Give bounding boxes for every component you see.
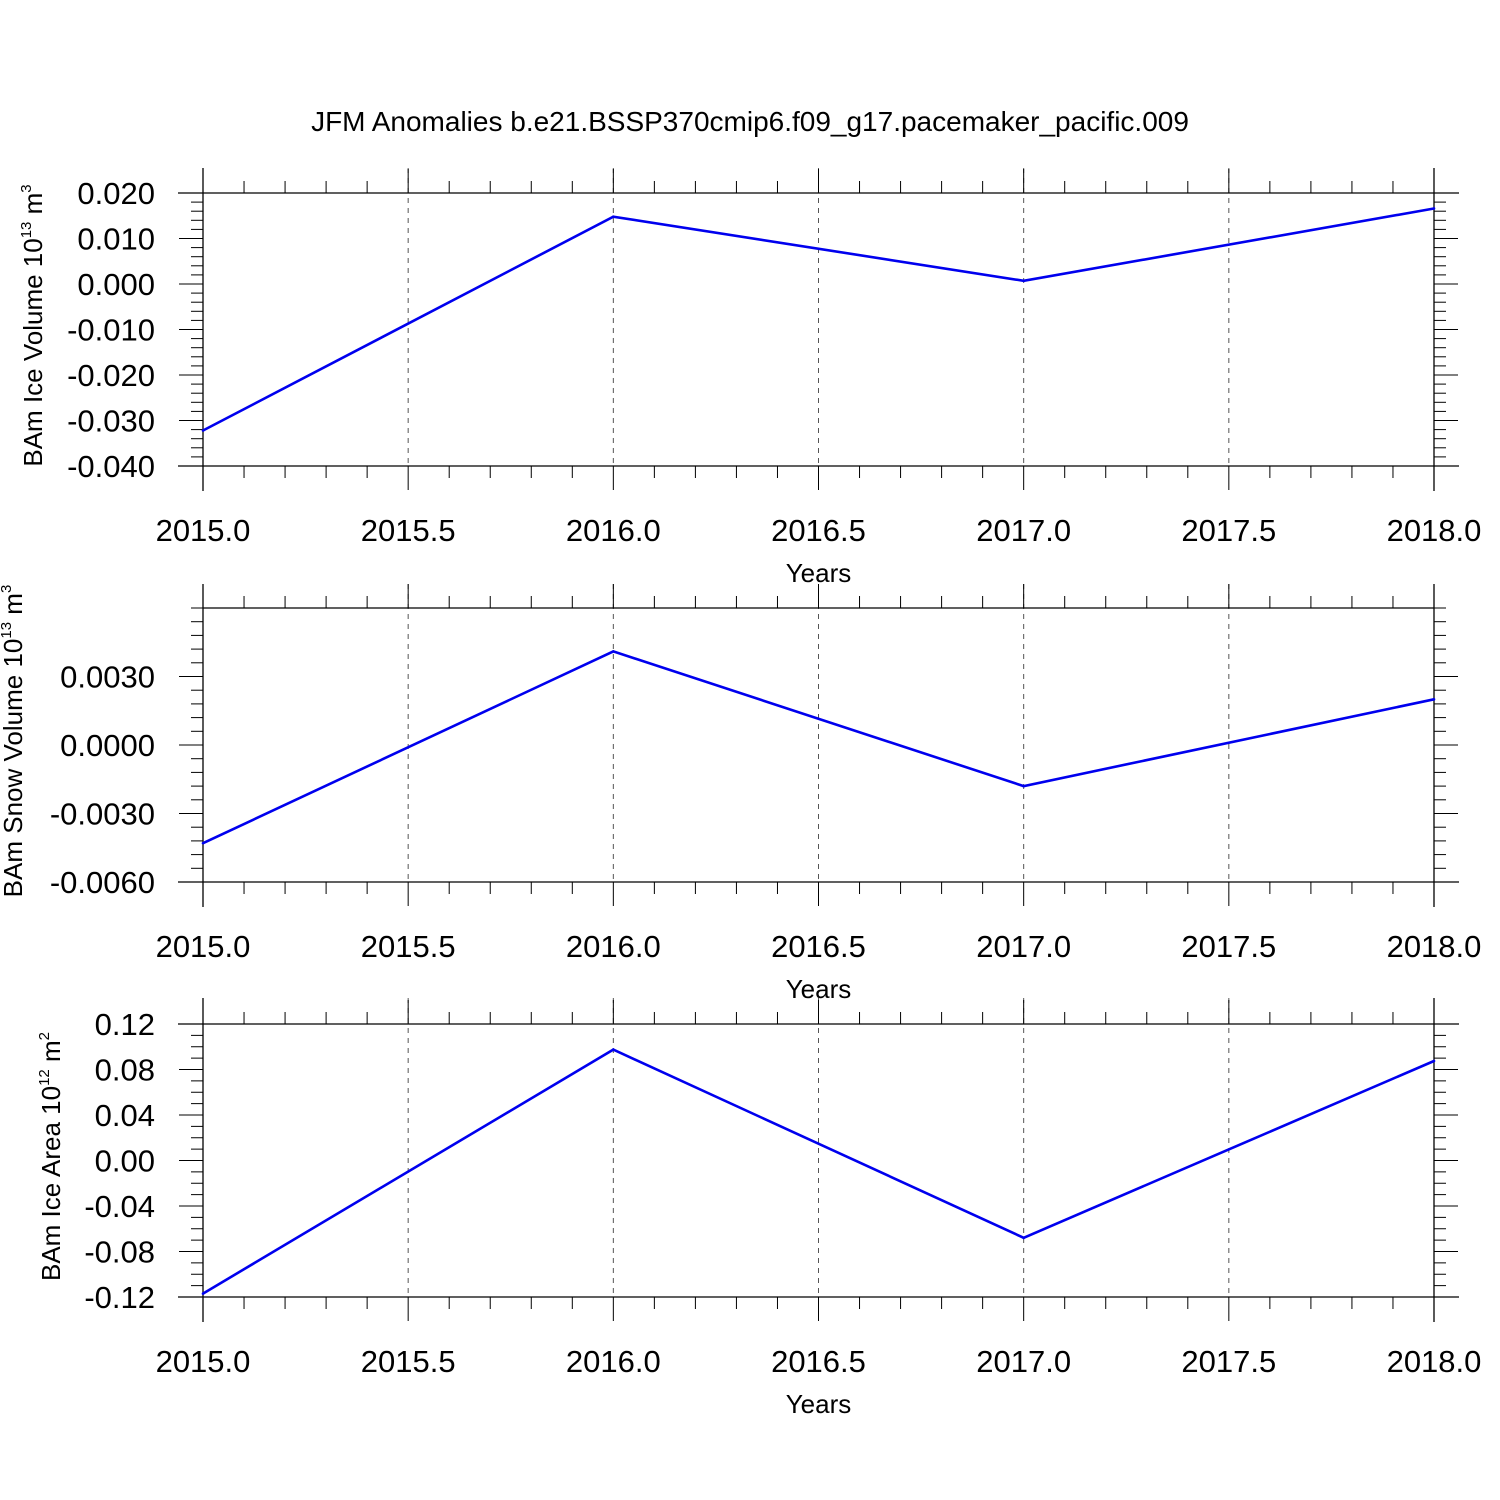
data-point [1022, 279, 1025, 283]
x-axis-label: Years [786, 558, 852, 588]
y-axis-label-unit: m [18, 193, 48, 222]
data-point [1432, 1059, 1436, 1063]
y-tick-label: 0.04 [95, 1098, 155, 1133]
y-axis-label-unit: m [0, 593, 28, 622]
data-point [612, 650, 615, 653]
data-point [1022, 784, 1025, 788]
y-tick-label: 0.010 [77, 222, 155, 257]
x-tick-label: 2016.0 [566, 513, 661, 548]
y-axis-label-exp: 13 [18, 222, 35, 239]
x-tick-label: 2017.0 [976, 513, 1071, 548]
y-tick-label: 0.12 [95, 1007, 155, 1042]
y-tick-label: -0.030 [67, 404, 155, 439]
y-tick-label: -0.04 [84, 1189, 155, 1224]
figure-title: JFM Anomalies b.e21.BSSP370cmip6.f09_g17… [311, 106, 1189, 137]
x-tick-label: 2016.5 [771, 929, 866, 964]
x-tick-label: 2015.5 [361, 513, 456, 548]
y-tick-label: -0.12 [84, 1280, 155, 1315]
y-axis-label: BAm Snow Volume 1013 m3 [0, 585, 28, 898]
y-axis-label-exp: 13 [0, 622, 15, 639]
x-tick-label: 2016.5 [771, 1344, 866, 1379]
x-tick-label: 2016.0 [566, 929, 661, 964]
panels: 0.0200.0100.000-0.010-0.020-0.030-0.0402… [0, 168, 1481, 1419]
x-tick-label: 2017.5 [1181, 1344, 1276, 1379]
y-tick-label: -0.0060 [50, 865, 155, 900]
series-line [202, 207, 1435, 432]
y-tick-label: -0.020 [67, 358, 155, 393]
data-point [1432, 207, 1436, 210]
x-tick-label: 2015.0 [156, 513, 251, 548]
y-tick-label: 0.020 [77, 176, 155, 211]
y-tick-label: 0.0000 [60, 728, 155, 763]
data-point [612, 215, 615, 218]
x-tick-label: 2015.5 [361, 1344, 456, 1379]
x-tick-label: 2017.0 [976, 1344, 1071, 1379]
x-tick-label: 2018.0 [1387, 1344, 1482, 1379]
x-axis-label: Years [786, 1389, 852, 1419]
y-axis-label: BAm Ice Area 1012 m2 [36, 1032, 66, 1281]
x-tick-label: 2017.5 [1181, 513, 1276, 548]
y-axis-label-text: BAm Ice Volume 10 [18, 238, 48, 466]
x-tick-label: 2018.0 [1387, 513, 1482, 548]
y-axis-label: BAm Ice Volume 1013 m3 [18, 184, 48, 466]
y-tick-label: 0.0030 [60, 660, 155, 695]
x-tick-label: 2017.0 [976, 929, 1071, 964]
y-axis-label-unit: m [36, 1040, 66, 1069]
y-tick-label: -0.08 [84, 1235, 155, 1270]
series-line [202, 1048, 1435, 1295]
panel-1: 0.0200.0100.000-0.010-0.020-0.030-0.0402… [18, 168, 1481, 588]
x-tick-label: 2015.5 [361, 929, 456, 964]
data-point [1022, 1236, 1025, 1240]
y-tick-label: 0.08 [95, 1053, 155, 1088]
x-tick-label: 2018.0 [1387, 929, 1482, 964]
y-tick-label: 0.00 [95, 1144, 155, 1179]
y-axis-label-unit-exp: 3 [0, 585, 15, 593]
data-point [201, 1292, 205, 1295]
y-axis-label-exp: 12 [36, 1069, 53, 1086]
x-tick-label: 2016.0 [566, 1344, 661, 1379]
y-tick-label: -0.0030 [50, 797, 155, 832]
y-axis-label-unit-exp: 3 [18, 184, 35, 192]
data-point [1432, 698, 1436, 701]
x-tick-label: 2016.5 [771, 513, 866, 548]
data-point [201, 841, 205, 845]
data-point [612, 1048, 615, 1051]
series-line [202, 650, 1435, 845]
y-axis-label-text: BAm Snow Volume 10 [0, 639, 28, 898]
x-tick-label: 2015.0 [156, 929, 251, 964]
data-point [201, 429, 205, 432]
x-tick-label: 2017.5 [1181, 929, 1276, 964]
y-tick-label: -0.040 [67, 449, 155, 484]
x-tick-label: 2015.0 [156, 1344, 251, 1379]
y-axis-label-text: BAm Ice Area 10 [36, 1086, 66, 1281]
y-tick-label: 0.000 [77, 267, 155, 302]
y-axis-label-unit-exp: 2 [36, 1032, 53, 1040]
y-tick-label: -0.010 [67, 313, 155, 348]
